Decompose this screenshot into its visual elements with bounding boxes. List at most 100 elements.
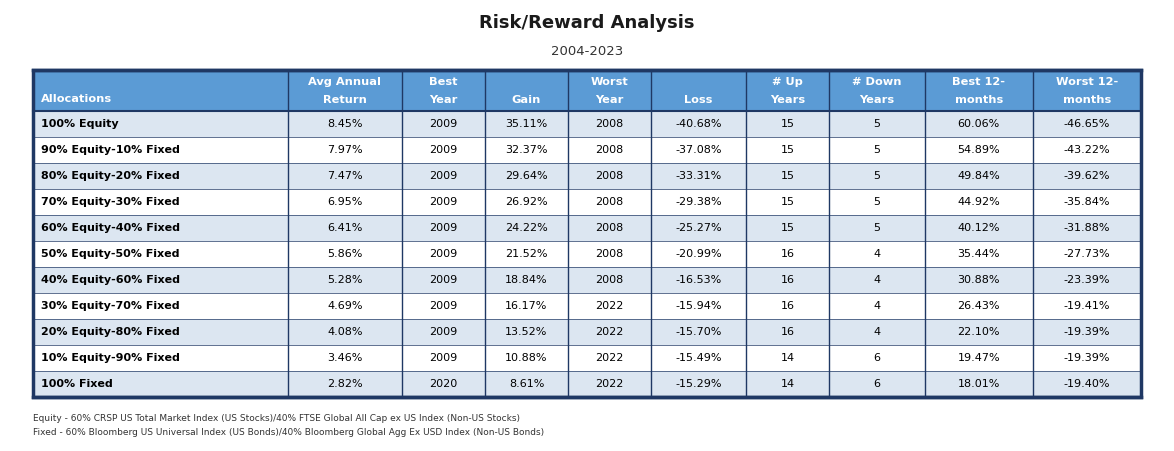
Text: -19.39%: -19.39% <box>1064 353 1111 363</box>
Text: 32.37%: 32.37% <box>505 145 548 155</box>
Text: 15: 15 <box>781 171 795 181</box>
Text: 8.45%: 8.45% <box>328 120 363 129</box>
Text: 5: 5 <box>873 145 880 155</box>
Text: -15.29%: -15.29% <box>675 379 722 389</box>
Text: Year: Year <box>430 95 458 105</box>
Bar <box>33 267 1141 293</box>
Text: 2009: 2009 <box>430 327 458 337</box>
Text: -46.65%: -46.65% <box>1064 120 1111 129</box>
Text: Gain: Gain <box>512 95 541 105</box>
Text: 24.22%: 24.22% <box>505 223 548 233</box>
Text: 2008: 2008 <box>595 145 623 155</box>
Text: Avg Annual: Avg Annual <box>309 77 382 87</box>
Text: 2008: 2008 <box>595 171 623 181</box>
Text: 2008: 2008 <box>595 223 623 233</box>
Text: 4: 4 <box>873 249 880 259</box>
Text: -35.84%: -35.84% <box>1064 197 1111 207</box>
Text: -27.73%: -27.73% <box>1064 249 1111 259</box>
Text: 2.82%: 2.82% <box>328 379 363 389</box>
Text: 30.88%: 30.88% <box>958 275 1000 285</box>
Text: 4: 4 <box>873 275 880 285</box>
Text: 4: 4 <box>873 327 880 337</box>
Text: Allocations: Allocations <box>41 94 113 104</box>
Text: 6: 6 <box>873 379 880 389</box>
Bar <box>33 345 1141 371</box>
Text: 29.64%: 29.64% <box>505 171 548 181</box>
Text: 13.52%: 13.52% <box>505 327 548 337</box>
Text: -33.31%: -33.31% <box>675 171 722 181</box>
Bar <box>33 189 1141 215</box>
Text: 2009: 2009 <box>430 120 458 129</box>
Text: 4.69%: 4.69% <box>328 301 363 311</box>
Bar <box>33 70 1141 397</box>
Text: 18.01%: 18.01% <box>958 379 1000 389</box>
Text: -19.39%: -19.39% <box>1064 327 1111 337</box>
Bar <box>33 371 1141 397</box>
Text: 90% Equity-10% Fixed: 90% Equity-10% Fixed <box>41 145 180 155</box>
Text: -19.41%: -19.41% <box>1064 301 1111 311</box>
Text: 2009: 2009 <box>430 249 458 259</box>
Bar <box>33 138 1141 163</box>
Bar <box>33 293 1141 319</box>
Text: 6.95%: 6.95% <box>328 197 363 207</box>
Text: 21.52%: 21.52% <box>505 249 548 259</box>
Text: 5: 5 <box>873 197 880 207</box>
Text: 16.17%: 16.17% <box>505 301 548 311</box>
Text: 2022: 2022 <box>595 379 623 389</box>
Text: 2022: 2022 <box>595 327 623 337</box>
Text: 40.12%: 40.12% <box>958 223 1000 233</box>
Text: -15.94%: -15.94% <box>675 301 722 311</box>
Text: -40.68%: -40.68% <box>675 120 722 129</box>
Text: -29.38%: -29.38% <box>675 197 722 207</box>
Text: 2008: 2008 <box>595 120 623 129</box>
Text: 15: 15 <box>781 197 795 207</box>
Text: 6.41%: 6.41% <box>328 223 363 233</box>
Text: 50% Equity-50% Fixed: 50% Equity-50% Fixed <box>41 249 180 259</box>
Text: 5.28%: 5.28% <box>328 275 363 285</box>
Text: -16.53%: -16.53% <box>675 275 722 285</box>
Text: 26.43%: 26.43% <box>958 301 1000 311</box>
Text: 14: 14 <box>781 353 795 363</box>
Text: 3.46%: 3.46% <box>328 353 363 363</box>
Text: -43.22%: -43.22% <box>1064 145 1111 155</box>
Text: -23.39%: -23.39% <box>1064 275 1111 285</box>
Text: 100% Fixed: 100% Fixed <box>41 379 113 389</box>
Text: # Down: # Down <box>852 77 902 87</box>
Text: 16: 16 <box>781 249 795 259</box>
Text: 2009: 2009 <box>430 353 458 363</box>
Bar <box>33 215 1141 241</box>
Text: Best: Best <box>430 77 458 87</box>
Text: 18.84%: 18.84% <box>505 275 548 285</box>
Text: 2008: 2008 <box>595 197 623 207</box>
Text: 16: 16 <box>781 301 795 311</box>
Text: 6: 6 <box>873 353 880 363</box>
Text: -15.70%: -15.70% <box>675 327 722 337</box>
Text: 20% Equity-80% Fixed: 20% Equity-80% Fixed <box>41 327 180 337</box>
Text: -19.40%: -19.40% <box>1064 379 1111 389</box>
Text: 4: 4 <box>873 301 880 311</box>
Text: -31.88%: -31.88% <box>1064 223 1111 233</box>
Text: 2009: 2009 <box>430 223 458 233</box>
Text: Years: Years <box>770 95 805 105</box>
Text: 5: 5 <box>873 223 880 233</box>
Text: 2008: 2008 <box>595 249 623 259</box>
Text: # Up: # Up <box>772 77 803 87</box>
Text: 7.47%: 7.47% <box>328 171 363 181</box>
Text: Equity - 60% CRSP US Total Market Index (US Stocks)/40% FTSE Global All Cap ex U: Equity - 60% CRSP US Total Market Index … <box>33 414 520 423</box>
Text: 54.89%: 54.89% <box>958 145 1000 155</box>
Text: 5: 5 <box>873 171 880 181</box>
Text: 60.06%: 60.06% <box>958 120 1000 129</box>
Text: Best 12-: Best 12- <box>952 77 1005 87</box>
Bar <box>33 70 1141 111</box>
Text: 16: 16 <box>781 327 795 337</box>
Text: -20.99%: -20.99% <box>675 249 722 259</box>
Text: Year: Year <box>595 95 623 105</box>
Text: Worst: Worst <box>591 77 628 87</box>
Text: 2008: 2008 <box>595 275 623 285</box>
Text: 8.61%: 8.61% <box>508 379 545 389</box>
Text: 2009: 2009 <box>430 275 458 285</box>
Text: 15: 15 <box>781 223 795 233</box>
Text: 14: 14 <box>781 379 795 389</box>
Text: 4.08%: 4.08% <box>328 327 363 337</box>
Text: 60% Equity-40% Fixed: 60% Equity-40% Fixed <box>41 223 180 233</box>
